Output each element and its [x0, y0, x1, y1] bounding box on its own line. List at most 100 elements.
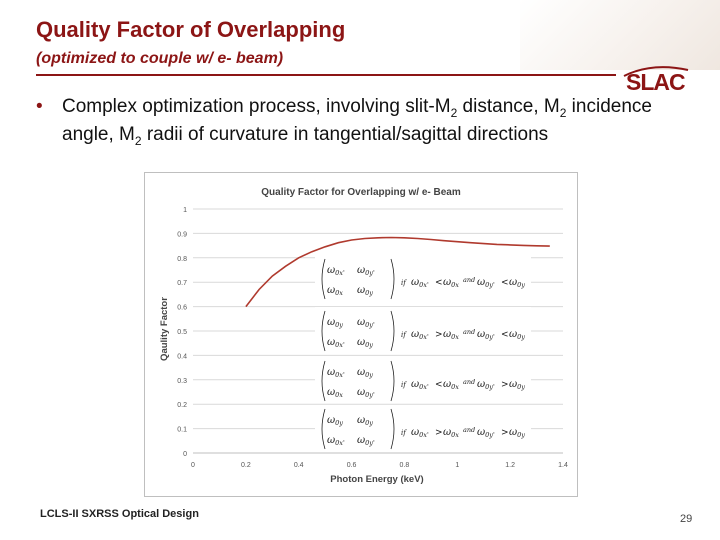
y-tick-label: 0: [183, 451, 187, 458]
slide-title: Quality Factor of Overlapping: [36, 17, 346, 42]
formula-term: ω0y': [357, 387, 375, 399]
formula-term: ω0y: [357, 285, 373, 297]
x-tick-label: 0.4: [294, 462, 304, 469]
x-tick-label: 1.2: [505, 462, 515, 469]
formula-if: if: [401, 429, 407, 437]
formula-term: ω0y': [477, 277, 495, 289]
formula-bracket: [390, 310, 395, 352]
footer-text: LCLS-II SXRSS Optical Design: [40, 508, 199, 520]
formula-backdrop: [315, 307, 531, 351]
x-axis-ticks: 0 0.2 0.4 0.6 0.8 1 1.2 1.4: [191, 462, 568, 469]
formula-operator: <: [501, 330, 509, 340]
formula-term: ω0x: [443, 427, 459, 439]
corner-gradient: [520, 0, 720, 70]
formula-and: and: [463, 426, 475, 434]
formula-operator: <: [435, 380, 443, 390]
formula-and: and: [463, 378, 475, 386]
formula-term: ω0y: [357, 367, 373, 379]
series-line: [245, 236, 550, 308]
formula-term: ω0x: [443, 277, 459, 289]
formula-term: ω0x': [327, 265, 345, 277]
formula-term: ω0y: [357, 415, 373, 427]
chart-panel: Quality Factor for Overlapping w/ e- Bea…: [144, 172, 578, 497]
x-tick-label: 1: [455, 462, 459, 469]
formula-operator: >: [435, 428, 443, 438]
formula-bracket: [321, 408, 326, 450]
formula-term: ω0x': [327, 435, 345, 447]
formula-bracket: [390, 408, 395, 450]
formula-backdrop: [315, 255, 531, 299]
formula-term: ω0y: [509, 427, 525, 439]
formula-term: ω0x: [443, 379, 459, 391]
formula-if: if: [401, 279, 407, 287]
formula-term: ω0y: [509, 379, 525, 391]
y-tick-label: 0.5: [177, 329, 187, 336]
formula-term: ω0y': [477, 379, 495, 391]
slide-subtitle: (optimized to couple w/ e- beam): [36, 50, 284, 67]
bullet-text-part: radii of curvature in tangential/sagitta…: [141, 123, 549, 145]
y-tick-label: 0.2: [177, 402, 187, 409]
bullet-subscript: 2: [134, 133, 142, 148]
formula-term: ω0y: [327, 415, 343, 427]
bullet-subscript: 2: [450, 105, 458, 120]
x-tick-label: 0.2: [241, 462, 251, 469]
formula-term: ω0y: [357, 337, 373, 349]
formula-term: ω0y: [327, 317, 343, 329]
formula-term: ω0y': [477, 427, 495, 439]
formula-term: ω0x': [411, 379, 429, 391]
formula-term: ω0x': [327, 337, 345, 349]
formula-term: ω0x: [327, 285, 343, 297]
chart-title: Quality Factor for Overlapping w/ e- Bea…: [261, 187, 461, 198]
formula-term: ω0y': [357, 317, 375, 329]
x-tick-label: 0.6: [347, 462, 357, 469]
formula-bracket: [390, 258, 395, 300]
formula-operator: >: [501, 380, 509, 390]
formula-operator: >: [435, 330, 443, 340]
formula-backdrop: [315, 405, 531, 449]
formula-if: if: [401, 331, 407, 339]
formula-term: ω0y': [357, 435, 375, 447]
title-rule: [36, 74, 616, 76]
bullet-item: • Complex optimization process, involvin…: [36, 96, 676, 152]
slac-swoosh-icon: [623, 66, 689, 77]
formula-bracket: [321, 310, 326, 352]
y-tick-label: 0.3: [177, 378, 187, 385]
bullet-text-part: incidence angle, M: [62, 96, 652, 145]
chart-series: [245, 236, 550, 308]
formula-bracket: [390, 360, 395, 402]
formula-and: and: [463, 276, 475, 284]
bullet-text: Complex optimization process, involving …: [62, 96, 676, 152]
formula-term: ω0y: [509, 277, 525, 289]
y-axis-ticks: 0 0.1 0.2 0.3 0.4 0.5 0.6 0.7 0.8 0.9 1: [177, 207, 187, 458]
formula-term: ω0x': [411, 329, 429, 341]
formula-term: ω0y: [509, 329, 525, 341]
x-tick-label: 0: [191, 462, 195, 469]
y-tick-label: 0.4: [177, 353, 187, 360]
formula-term: ω0x: [443, 329, 459, 341]
y-tick-label: 0.1: [177, 427, 187, 434]
page-number: 29: [680, 513, 693, 525]
quality-factor-chart: Quality Factor for Overlapping w/ e- Bea…: [159, 187, 568, 485]
slac-logo: SLAC: [626, 69, 686, 95]
y-axis-label: Qaulity Factor: [159, 297, 170, 361]
formula-term: ω0y': [357, 265, 375, 277]
formula-and: and: [463, 328, 475, 336]
x-tick-label: 0.8: [400, 462, 410, 469]
bullet-marker: •: [36, 96, 43, 117]
formula-term: ω0x': [327, 367, 345, 379]
formula-backdrop: [315, 357, 531, 401]
y-tick-label: 0.6: [177, 305, 187, 312]
bullet-subscript: 2: [559, 105, 567, 120]
formula-operator: >: [501, 428, 509, 438]
x-axis-label: Photon Energy (keV): [330, 474, 423, 485]
bullet-text-part: distance, M: [457, 96, 560, 117]
formula-operator: <: [501, 278, 509, 288]
y-tick-label: 0.9: [177, 231, 187, 238]
y-tick-label: 0.7: [177, 280, 187, 287]
formula-term: ω0x: [327, 387, 343, 399]
formula-operator: <: [435, 278, 443, 288]
bullet-text-part: Complex optimization process, involving …: [62, 96, 451, 117]
formula-term: ω0y': [477, 329, 495, 341]
x-tick-label: 1.4: [558, 462, 568, 469]
